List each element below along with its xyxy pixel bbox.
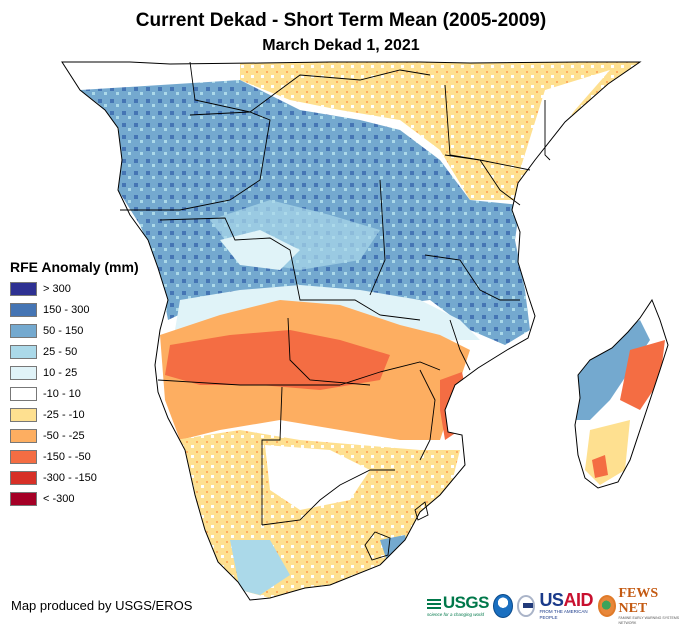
legend-item: -150 - -50 bbox=[10, 446, 139, 467]
border-tanzania-south bbox=[424, 254, 520, 301]
legend-swatch bbox=[10, 281, 37, 296]
legend-item: 50 - 150 bbox=[10, 320, 139, 341]
legend-title: RFE Anomaly (mm) bbox=[10, 259, 139, 275]
fewsnet-wordmark: FEWS NET bbox=[618, 586, 659, 616]
usaid-tagline: FROM THE AMERICAN PEOPLE bbox=[539, 609, 588, 620]
anomaly-north-dry bbox=[240, 62, 640, 200]
border-kenya-somalia bbox=[544, 100, 551, 161]
madagascar-south-dry bbox=[585, 420, 630, 485]
legend-swatch bbox=[10, 386, 37, 401]
legend-label: -50 - -25 bbox=[43, 429, 85, 442]
anomaly-kenya-normal bbox=[520, 70, 610, 170]
country-borders bbox=[120, 61, 551, 561]
legend-item: 150 - 300 bbox=[10, 299, 139, 320]
legend-swatch bbox=[10, 323, 37, 338]
legend-item: 10 - 25 bbox=[10, 362, 139, 383]
madagascar-nw-wet bbox=[575, 320, 650, 420]
rainfall-anomaly-map bbox=[61, 61, 669, 601]
border-zambia-angola bbox=[287, 317, 371, 386]
legend-item: -50 - -25 bbox=[10, 425, 139, 446]
border-botswana-sa bbox=[261, 469, 395, 526]
map-subtitle: March Dekad 1, 2021 bbox=[262, 37, 420, 54]
legend-swatch bbox=[10, 470, 37, 485]
border-zambia-zimbabwe bbox=[339, 361, 441, 386]
usgs-wordmark: USGS bbox=[442, 593, 490, 612]
legend-label: < -300 bbox=[43, 492, 75, 505]
map-title: Current Dekad - Short Term Mean (2005-20… bbox=[135, 10, 547, 31]
anomaly-cape-wet bbox=[230, 540, 290, 595]
usgs-tagline: science for a changing world bbox=[427, 612, 485, 617]
legend-label: -300 - -150 bbox=[43, 471, 97, 484]
legend-label: > 300 bbox=[43, 282, 71, 295]
legend-swatch bbox=[10, 302, 37, 317]
border-namibia-botswana bbox=[261, 386, 283, 525]
legend-label: -10 - 10 bbox=[43, 387, 81, 400]
usgs-waves-icon bbox=[427, 597, 441, 609]
legend-label: -150 - -50 bbox=[43, 450, 91, 463]
usaid-logo: USAID FROM THE AMERICAN PEOPLE bbox=[539, 591, 594, 621]
border-drc-east bbox=[369, 179, 386, 296]
legend-label: 25 - 50 bbox=[43, 345, 78, 358]
madagascar-east-dry bbox=[620, 340, 665, 410]
border-car-south bbox=[249, 69, 431, 113]
anomaly-natal-wet bbox=[380, 535, 410, 570]
border-tanzania bbox=[444, 154, 521, 206]
partner-logos: USGS science for a changing world USAID … bbox=[427, 586, 682, 626]
fewsnet-logo: FEWS NET FAMINE EARLY WARNING SYSTEMS NE… bbox=[598, 586, 682, 626]
border-mozambique-malawi bbox=[449, 319, 471, 371]
legend-item: < -300 bbox=[10, 488, 139, 509]
legend-swatch bbox=[10, 407, 37, 422]
legend-label: 10 - 25 bbox=[43, 366, 78, 379]
usaid-aid: AID bbox=[563, 590, 593, 610]
legend-swatch bbox=[10, 365, 37, 380]
anomaly-angola-core bbox=[165, 330, 390, 390]
border-drc-angola bbox=[159, 217, 421, 321]
fewsnet-globe-icon bbox=[598, 595, 617, 617]
usgs-logo: USGS science for a changing world bbox=[427, 593, 490, 618]
legend-swatch bbox=[10, 344, 37, 359]
border-lesotho bbox=[364, 531, 391, 561]
usaid-seal-icon bbox=[516, 595, 536, 617]
border-cameroon-car bbox=[189, 61, 251, 113]
map-credit: Map produced by USGS/EROS bbox=[11, 598, 193, 613]
madagascar-sw-dry bbox=[592, 455, 608, 478]
anomaly-mozambique-core bbox=[440, 372, 468, 440]
border-namibia-angola bbox=[157, 379, 340, 386]
border-zimbabwe-moz bbox=[419, 369, 436, 461]
legend-label: 150 - 300 bbox=[43, 303, 90, 316]
legend-item: 25 - 50 bbox=[10, 341, 139, 362]
legend: RFE Anomaly (mm) > 300 150 - 300 50 - 150 2… bbox=[10, 259, 139, 509]
border-swaziland bbox=[414, 501, 429, 521]
madagascar-anomaly-layer bbox=[575, 300, 668, 488]
legend-item: -10 - 10 bbox=[10, 383, 139, 404]
noaa-logo-icon bbox=[493, 594, 513, 618]
legend-swatch bbox=[10, 491, 37, 506]
legend-item: > 300 bbox=[10, 278, 139, 299]
legend-label: 50 - 150 bbox=[43, 324, 84, 337]
legend-item: -300 - -150 bbox=[10, 467, 139, 488]
fewsnet-tagline: FAMINE EARLY WARNING SYSTEMS NETWORK bbox=[618, 616, 680, 625]
legend-swatch bbox=[10, 428, 37, 443]
usaid-us: US bbox=[539, 590, 564, 610]
legend-swatch bbox=[10, 449, 37, 464]
legend-item: -25 - -10 bbox=[10, 404, 139, 425]
legend-label: -25 - -10 bbox=[43, 408, 85, 421]
anomaly-botswana-normal bbox=[265, 445, 370, 510]
